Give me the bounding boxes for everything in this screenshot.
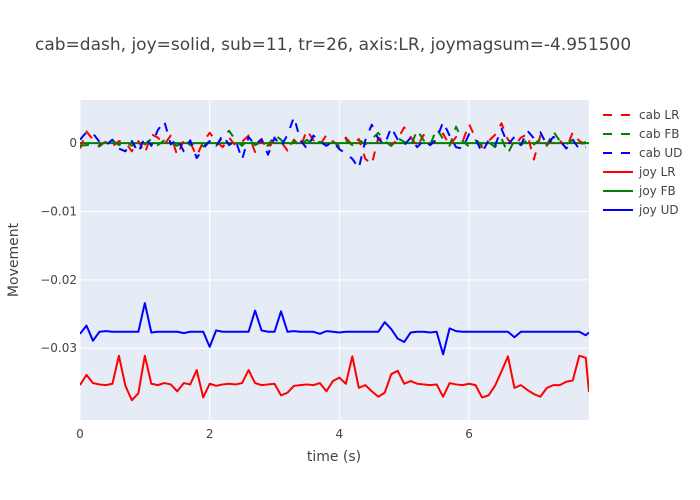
legend-label: joy FB — [638, 184, 676, 198]
legend-label: cab UD — [639, 146, 682, 160]
series-line-joy-ud — [80, 302, 589, 356]
series-line-cab-fb — [80, 125, 587, 155]
y-tick-label: −0.01 — [40, 204, 77, 218]
x-axis-ticks: 0 2 4 6 — [76, 427, 473, 441]
plot-area — [80, 100, 589, 420]
legend-label: joy UD — [638, 203, 679, 217]
y-tick-label: 0 — [69, 136, 77, 150]
y-tick-label: −0.03 — [40, 341, 77, 355]
x-tick-label: 6 — [465, 427, 473, 441]
y-tick-label: −0.02 — [40, 273, 77, 287]
legend-label: cab FB — [639, 127, 680, 141]
x-tick-label: 0 — [76, 427, 84, 441]
legend-label: joy LR — [638, 165, 676, 179]
legend: cab LR cab FB cab UD joy LR joy FB joy UD — [603, 108, 682, 217]
x-tick-label: 2 — [206, 427, 214, 441]
x-tick-label: 4 — [336, 427, 344, 441]
series-line-joy-lr — [80, 354, 589, 402]
y-axis-label: Movement — [6, 222, 22, 297]
chart-title: cab=dash, joy=solid, sub=11, tr=26, axis… — [35, 35, 631, 55]
legend-label: cab LR — [639, 108, 679, 122]
y-axis-ticks: 0 −0.01 −0.02 −0.03 — [40, 136, 77, 355]
series-group — [80, 116, 589, 402]
series-line-cab-ud — [80, 116, 587, 170]
x-axis-label: time (s) — [307, 449, 361, 465]
